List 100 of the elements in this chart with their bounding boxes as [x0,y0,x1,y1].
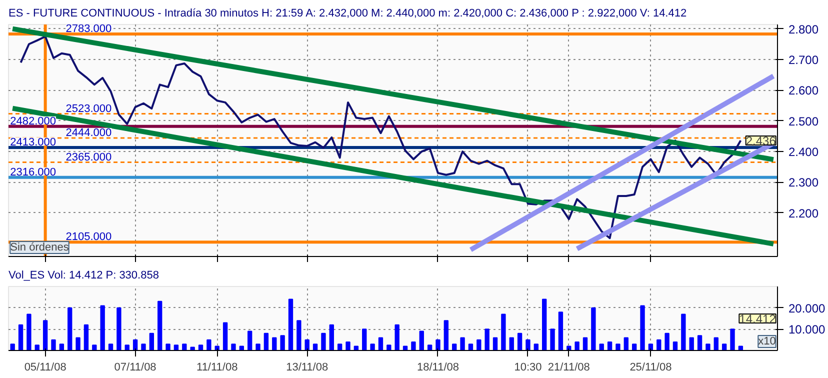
bar [312,344,318,350]
bar [582,337,588,350]
ref-line-label: 2783.000 [66,23,112,36]
bar [42,320,48,350]
bar [476,339,482,350]
bar [182,344,187,350]
bar [689,337,694,350]
bar [444,320,449,350]
bar [346,341,350,350]
bar [402,346,408,350]
bar [558,312,564,350]
bar [591,307,596,350]
bar [378,337,384,350]
bar [272,337,277,350]
ref-line-label: 2365.000 [66,151,112,164]
bar [296,320,302,350]
y-tick-label: 2.200 [788,206,819,220]
bar [116,307,122,350]
y-tick-label: 2.300 [788,176,819,190]
bar [92,344,97,350]
bar [534,344,539,350]
bar [206,339,212,350]
bar [484,328,490,350]
y-tick-label: 10.000 [788,322,826,337]
bar [337,344,342,350]
bar [550,328,555,350]
bar [321,332,326,350]
bar [460,337,465,350]
x-tick-label: 13/11/08 [286,362,328,374]
bar [149,332,154,350]
ref-line-label: 2444.000 [66,127,112,140]
bar [706,344,710,350]
bar [18,324,24,350]
bar [198,344,204,350]
bar [640,305,645,350]
bar [288,298,294,350]
bar [354,346,359,350]
bar [386,344,392,350]
bar [34,344,40,350]
bar [501,314,506,350]
bar [714,337,718,350]
y-tick-label: 2.800 [788,22,819,36]
bar [231,344,236,350]
bar [51,339,56,350]
bar [124,344,130,350]
y-tick-label: 2.600 [788,84,819,98]
bar [656,339,662,350]
ref-line-label: 2523.000 [66,102,112,115]
bar [607,341,612,350]
bar [509,337,514,350]
bar [26,314,32,350]
ref-line-label: 2105.000 [66,231,112,244]
bar [599,344,604,350]
bar [100,305,105,350]
bar [264,332,269,350]
annotation: 2.436 [746,134,776,148]
bar [76,337,80,350]
bar [730,328,735,350]
y-tick-label: 2.400 [788,145,819,160]
bar [419,330,424,350]
bar [362,328,367,350]
x-tick-label: 25/11/08 [630,362,672,374]
x-tick-label: 10:30 [514,362,542,374]
bar [452,344,457,350]
bar [247,330,252,350]
bar [370,344,375,350]
ref-line-label: 2316.000 [10,166,56,178]
bar [697,335,702,350]
y-tick-label: 2.700 [788,52,819,67]
bar [492,337,498,350]
bar [624,337,628,350]
bar [574,341,580,350]
y-tick-label: 2.500 [788,114,819,128]
bar [329,324,334,350]
bar [681,314,686,350]
x-tick-label: 11/11/08 [196,362,238,374]
bar [738,346,744,350]
bar [672,341,678,350]
annotation: Sin órdenes [10,242,70,254]
x-tick-label: 21/11/08 [548,362,590,374]
bar [174,344,179,350]
bar [68,307,72,350]
bar [59,344,64,350]
ref-line-label: 2413.000 [10,136,56,149]
x-tick-label: 05/11/08 [24,362,66,374]
bar [468,344,474,350]
bar [664,332,670,350]
y-tick-label: 20.000 [788,301,826,316]
bar [280,335,285,350]
bar [616,344,620,350]
bar [222,322,228,350]
bar [10,344,15,350]
bar [394,324,400,350]
bar [517,332,522,350]
bar [542,298,547,350]
chart-title: ES - FUTURE CONTINUOUS - Intradía 30 minutos H: 21:59 A: 2.432,000 M: 2.440,000 m: 2.420,000 C: 2.436,000 P : 2.922,000 V: 14.412 [8,8,687,20]
bar [436,339,440,350]
bar [141,344,146,350]
bar [526,339,530,350]
x-tick-label: 07/11/08 [114,362,156,374]
